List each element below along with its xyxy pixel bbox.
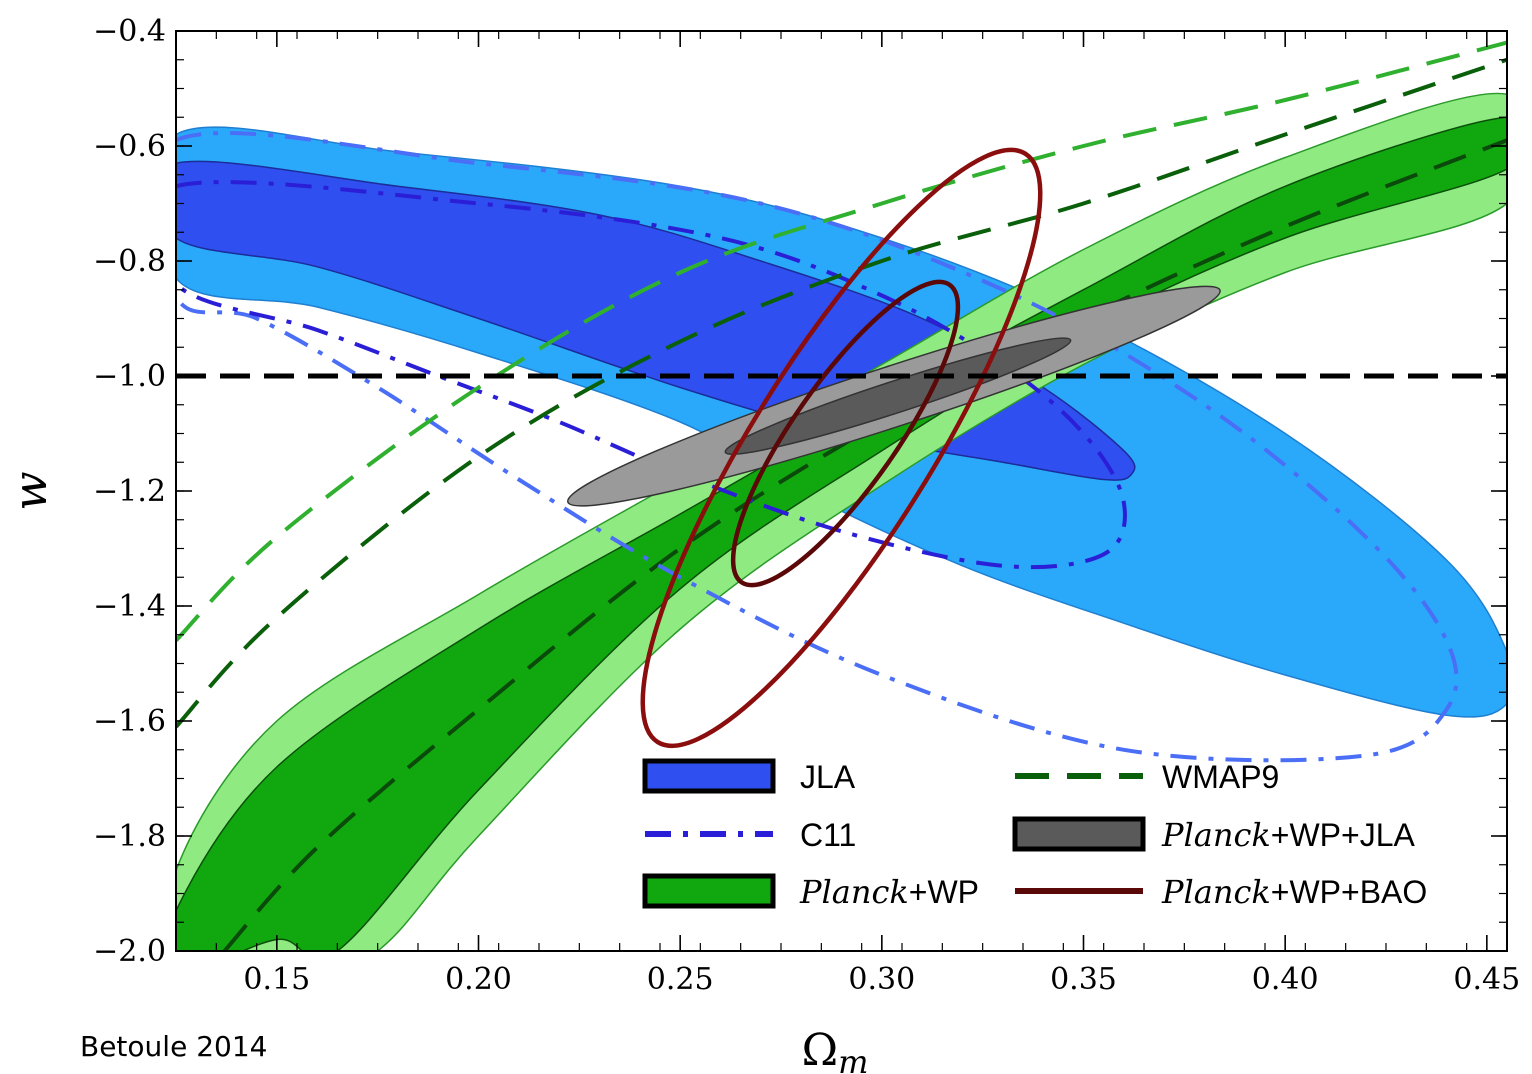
y-tick-label: −1.0 <box>93 359 166 394</box>
y-axis-title: w <box>3 471 57 510</box>
x-tick-label: 0.30 <box>848 962 915 997</box>
planck-wp-inner-band <box>176 116 1507 951</box>
y-tick-label: −0.4 <box>93 14 166 49</box>
planck-wp-bao-inner-ellipse <box>730 279 961 588</box>
x-tick-label: 0.25 <box>647 962 714 997</box>
x-tick-label: 0.15 <box>243 962 310 997</box>
y-tick-label: −0.8 <box>93 244 166 279</box>
legend-entry: JLA <box>642 758 856 795</box>
legend-label: JLA <box>800 759 856 795</box>
legend-label: Planck+WP <box>799 873 979 911</box>
x-tick-label: 0.35 <box>1050 962 1117 997</box>
ticks-layer <box>175 30 1508 952</box>
legend-swatch-jla <box>642 758 776 794</box>
y-tick-label: −1.4 <box>93 589 166 624</box>
credit-text: Betoule 2014 <box>80 1030 267 1063</box>
planck-wp-jla-inner-ellipse <box>724 337 1072 455</box>
legend-label: WMAP9 <box>1162 759 1279 795</box>
legend-swatch-planck-wp <box>642 873 776 909</box>
wmap9-inner-dashed <box>176 57 1507 729</box>
legend-entry: WMAP9 <box>1015 759 1279 795</box>
legend-entry: Planck+WP+BAO <box>1015 873 1427 911</box>
y-tick-labels: −0.4 −0.6 −0.8 −1.0 −1.2 −1.4 −1.6 −1.8 −2.0 <box>93 14 166 969</box>
plot-layer <box>176 40 1507 951</box>
x-tick-label: 0.20 <box>445 962 512 997</box>
legend-label: Planck+WP+BAO <box>1161 873 1427 911</box>
x-tick-label: 0.40 <box>1252 962 1319 997</box>
c11-inner-contour <box>176 180 1127 570</box>
planck-wp-bao-outer-ellipse <box>640 147 1043 749</box>
legend-label: Planck+WP+JLA <box>1161 816 1415 854</box>
legend-entry: Planck+WP <box>642 873 979 911</box>
x-axis-title: Ωm <box>802 1025 869 1074</box>
legend-entry: Planck+WP+JLA <box>1012 816 1415 854</box>
x-tick-label: 0.45 <box>1453 962 1520 997</box>
y-tick-label: −1.2 <box>93 474 166 509</box>
legend: JLA WMAP9 C11 Planck+WP+JLA Planck+WP Planck+… <box>642 758 1427 911</box>
y-tick-label: −2.0 <box>93 934 166 969</box>
y-tick-label: −1.6 <box>93 704 166 739</box>
planck-wp-center-dashed <box>222 138 1507 951</box>
y-tick-label: −1.8 <box>93 819 166 854</box>
legend-swatch-planck-wp-jla <box>1012 816 1146 852</box>
wmap9-outer-dashed <box>176 40 1507 642</box>
y-tick-label: −0.6 <box>93 129 166 164</box>
x-tick-labels: 0.15 0.20 0.25 0.30 0.35 0.40 0.45 <box>243 962 1520 997</box>
legend-entry: C11 <box>645 817 856 853</box>
legend-label: C11 <box>800 817 856 853</box>
